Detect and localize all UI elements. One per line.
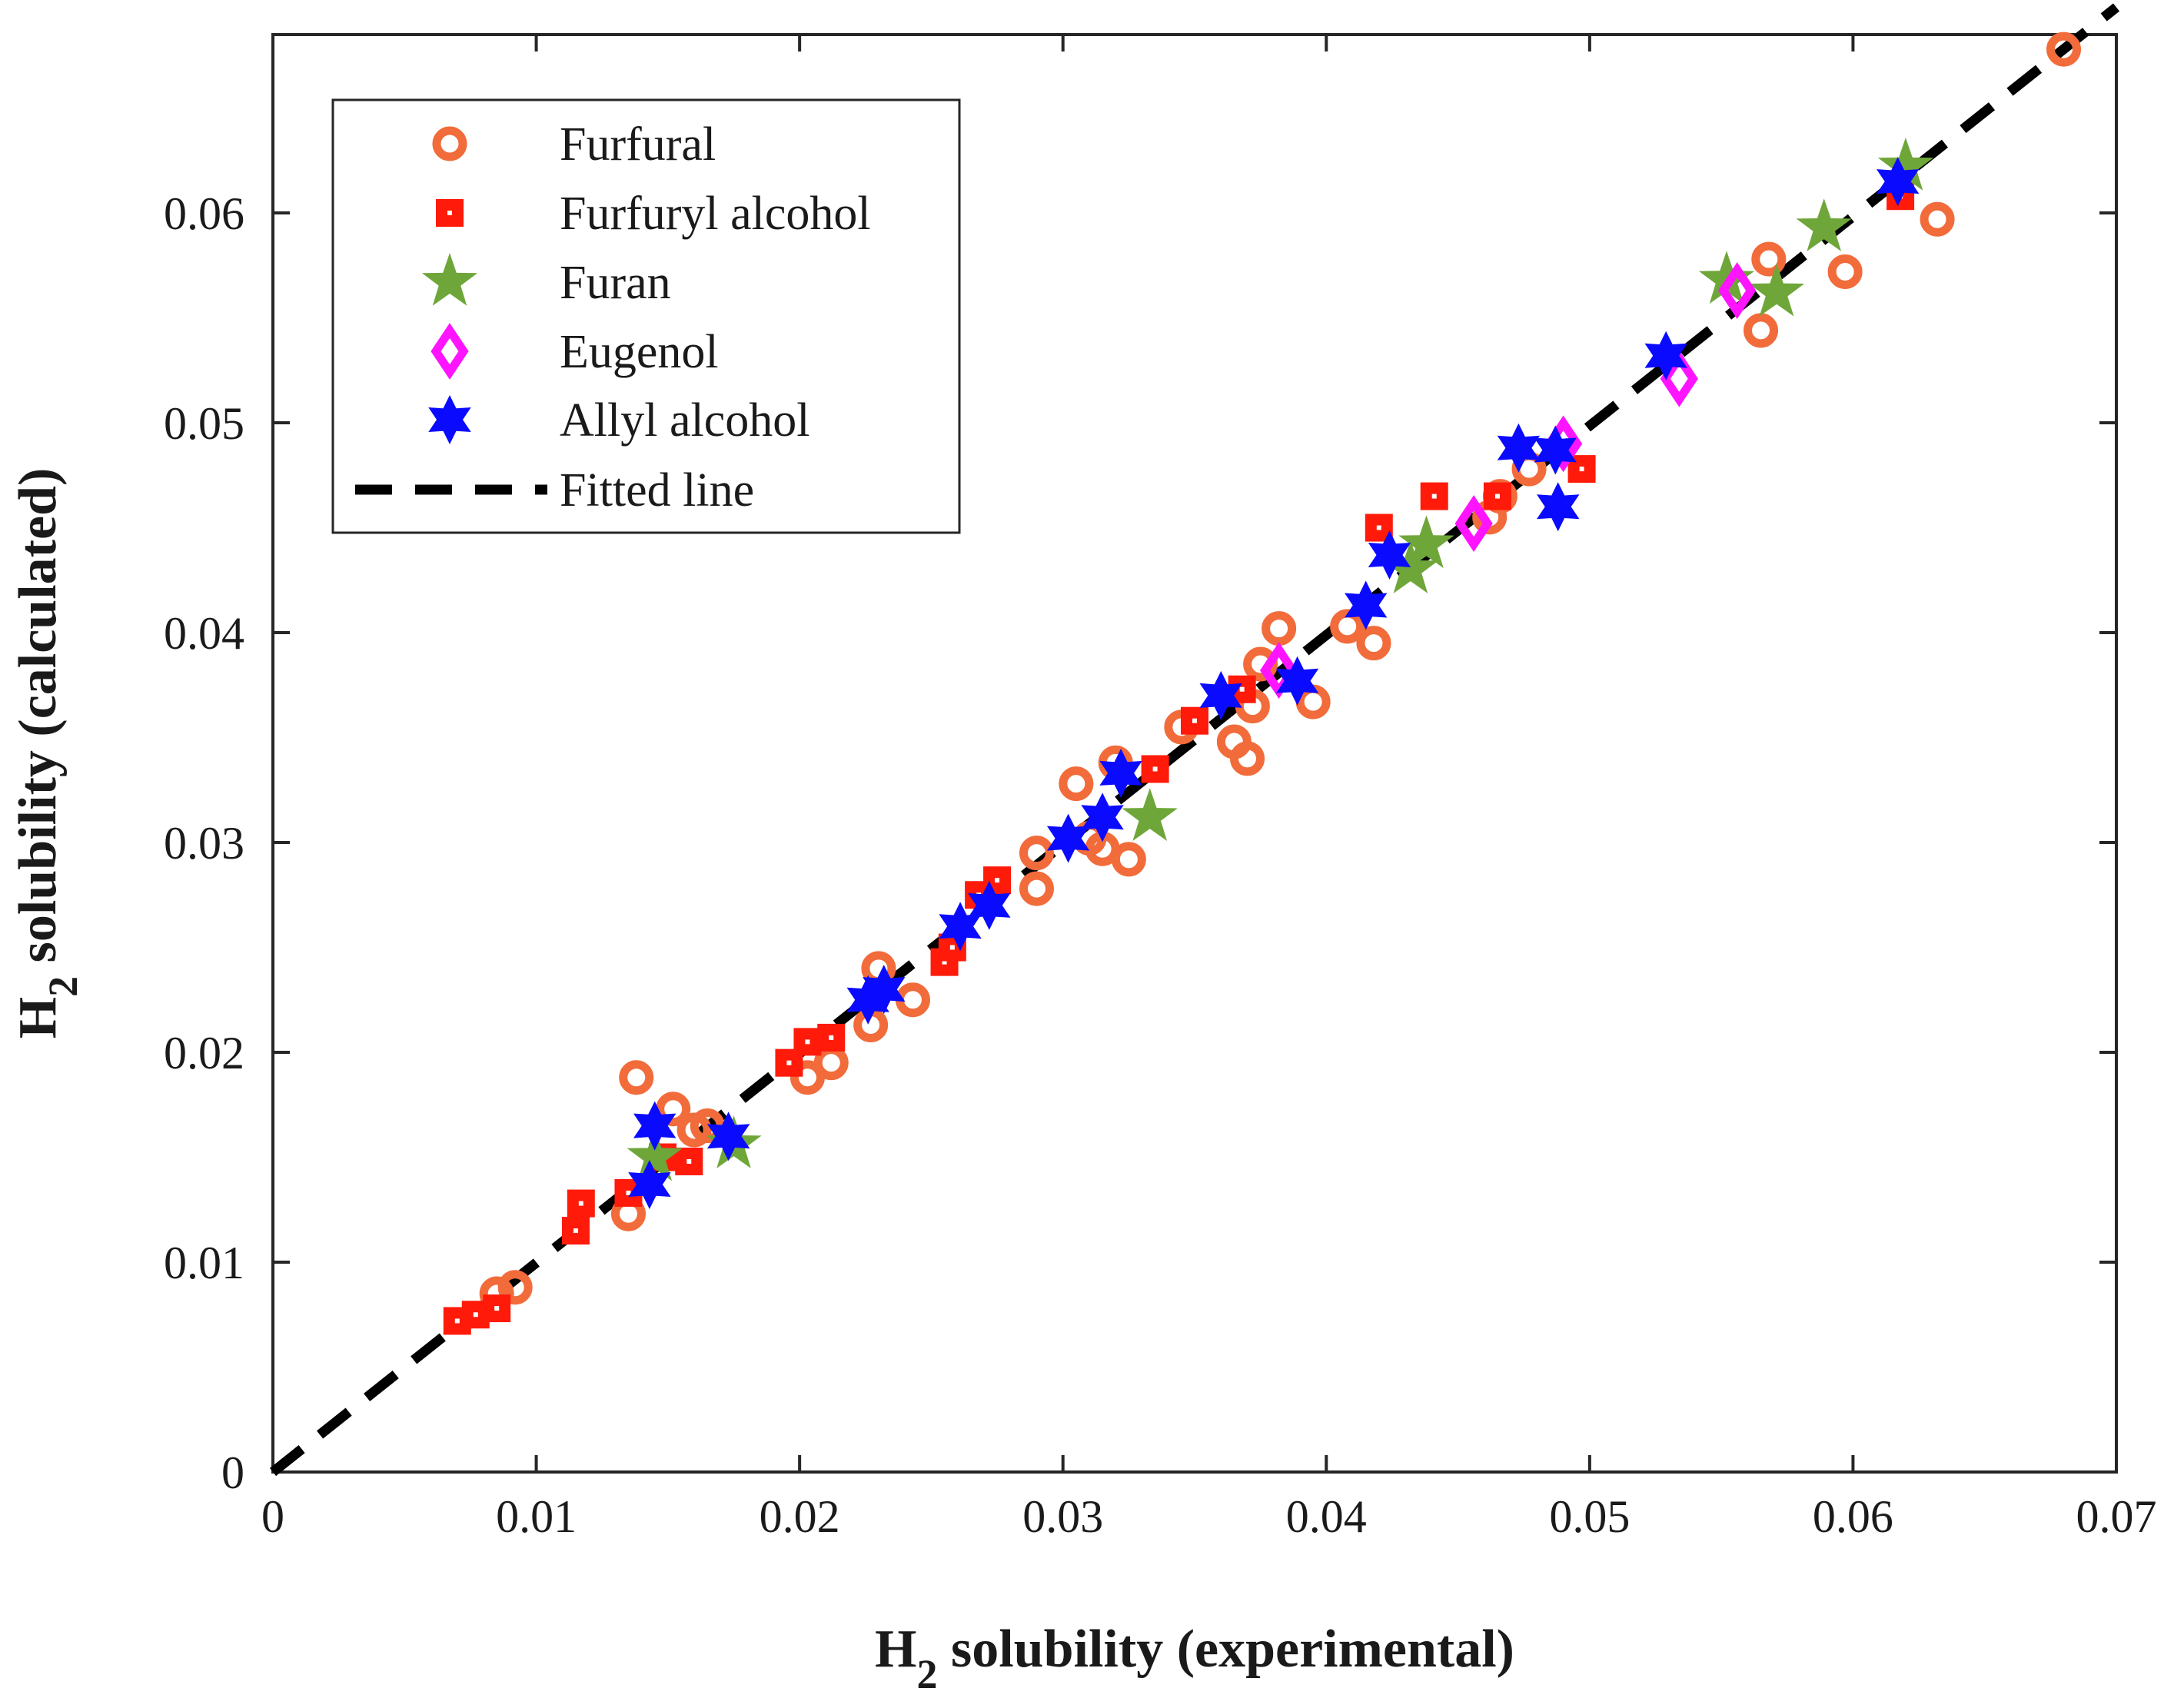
point-furfural [1262, 611, 1297, 646]
point-furfuryl-alcohol-center [1494, 493, 1500, 499]
point-furfuryl-alcohol-center [686, 1158, 692, 1164]
point-furfural [1330, 609, 1365, 644]
point-furan [1877, 138, 1934, 191]
y-tick-label: 0 [221, 1447, 244, 1498]
point-allyl-alcohol [1081, 793, 1124, 842]
point-furfuryl-alcohol-center [1431, 493, 1437, 499]
point-furfural [1920, 201, 1955, 237]
point-furfuryl-alcohol-center [1152, 766, 1158, 772]
point-eugenol [1718, 262, 1757, 319]
legend-label-furfural: Furfural [560, 118, 716, 171]
point-allyl-alcohol [1877, 157, 1920, 207]
point-furfural [1059, 766, 1094, 802]
x-tick-label: 0.06 [1813, 1491, 1893, 1542]
point-allyl-alcohol [939, 902, 982, 952]
legend-label-allyl-alcohol: Allyl alcohol [560, 394, 809, 447]
point-furfural [1751, 241, 1787, 277]
point-allyl-alcohol [1199, 670, 1242, 720]
legend-label-eugenol: Eugenol [560, 326, 719, 378]
point-allyl-alcohol [1275, 656, 1319, 706]
y-tick-label: 0.06 [164, 188, 244, 239]
point-furfuryl-alcohol-center [578, 1201, 583, 1206]
x-axis-title: H2 solubility (experimental) [875, 1620, 1514, 1697]
y-tick-label: 0.05 [164, 398, 244, 449]
point-allyl-alcohol [863, 965, 906, 1015]
legend-marker-allyl-alcohol [428, 395, 471, 444]
legend-box [331, 98, 961, 534]
x-tick-label: 0.07 [2076, 1491, 2157, 1542]
y-tick-label: 0.02 [164, 1028, 244, 1078]
legend-marker-furfuryl-alcohol-center [447, 211, 452, 215]
y-tick-label: 0.04 [164, 608, 244, 659]
legend-label-furan: Furan [560, 257, 671, 309]
point-furfural [789, 1060, 825, 1095]
point-eugenol [1454, 495, 1493, 552]
axis-ticks: 0 0.01 0.02 0.03 0.04 0.05 0.06 0.07 0 0.01 0.02 0.… [164, 35, 2157, 1542]
point-allyl-alcohol [1345, 580, 1388, 630]
x-tick-label: 0.05 [1549, 1491, 1630, 1542]
point-allyl-alcohol [1497, 423, 1541, 473]
series-allyl-alcohol [628, 157, 1920, 1209]
point-furfural [2046, 32, 2081, 67]
point-furfural [1230, 741, 1265, 776]
legend-label-fitted-line: Fitted line [560, 464, 754, 517]
point-furfural [1019, 871, 1054, 906]
point-furfuryl-alcohol-center [494, 1306, 500, 1311]
point-furan [1398, 515, 1454, 569]
point-furfural [1744, 313, 1779, 348]
y-axis-title: H2 solubility (calculated) [8, 468, 86, 1039]
point-allyl-alcohol [1644, 331, 1687, 380]
point-allyl-alcohol [1099, 748, 1142, 798]
data-points [443, 32, 2081, 1335]
point-allyl-alcohol [1368, 530, 1411, 580]
x-tick-label: 0 [261, 1491, 284, 1542]
point-furfuryl-alcohol-center [473, 1312, 478, 1318]
x-tick-label: 0.01 [496, 1491, 577, 1542]
legend-marker-eugenol [430, 323, 469, 380]
legend: Furfural Furfuryl alcohol Furan Eugenol Ally… [331, 98, 961, 534]
point-furfural [1356, 626, 1391, 661]
point-furan [1796, 198, 1852, 251]
point-furfuryl-alcohol-center [942, 959, 947, 965]
point-furfural [1827, 254, 1863, 289]
y-tick-label: 0.03 [164, 818, 244, 869]
point-furfuryl-alcohol-center [949, 945, 955, 950]
point-furfuryl-alcohol-center [995, 878, 1000, 883]
x-tick-label: 0.04 [1286, 1491, 1367, 1542]
point-allyl-alcohol [633, 1101, 676, 1151]
point-allyl-alcohol [1537, 482, 1580, 532]
x-tick-label: 0.02 [760, 1491, 840, 1542]
point-furfuryl-alcohol-center [805, 1039, 810, 1045]
legend-label-furfuryl-alcohol: Furfuryl alcohol [560, 188, 871, 240]
point-allyl-alcohol [706, 1112, 750, 1161]
point-furfuryl-alcohol-center [1376, 525, 1381, 530]
point-allyl-alcohol [1046, 813, 1090, 863]
point-furan [1122, 788, 1178, 841]
point-furfural [1111, 842, 1146, 877]
point-furfuryl-alcohol-center [573, 1228, 578, 1234]
point-allyl-alcohol [628, 1160, 671, 1209]
point-allyl-alcohol [968, 880, 1011, 930]
point-furfuryl-alcohol-center [1192, 718, 1197, 723]
y-tick-label: 0.01 [164, 1238, 244, 1288]
point-furfuryl-alcohol-center [829, 1035, 834, 1040]
legend-marker-furfural [432, 126, 467, 161]
point-furfural [497, 1270, 533, 1305]
x-tick-label: 0.03 [1022, 1491, 1103, 1542]
point-furfural [619, 1060, 654, 1095]
point-furfuryl-alcohol-center [1239, 686, 1245, 692]
point-furfuryl-alcohol-center [454, 1318, 460, 1324]
point-furan [1748, 263, 1805, 317]
point-furfuryl-alcohol-center [626, 1190, 631, 1195]
legend-marker-furan [421, 253, 478, 306]
point-furan [1698, 251, 1755, 304]
point-allyl-alcohol [1534, 425, 1577, 475]
point-furan [627, 1128, 683, 1181]
point-furfuryl-alcohol-center [1579, 467, 1584, 472]
point-furfural [1019, 836, 1054, 871]
point-furfural [656, 1092, 691, 1127]
point-furfuryl-alcohol-center [786, 1060, 792, 1065]
